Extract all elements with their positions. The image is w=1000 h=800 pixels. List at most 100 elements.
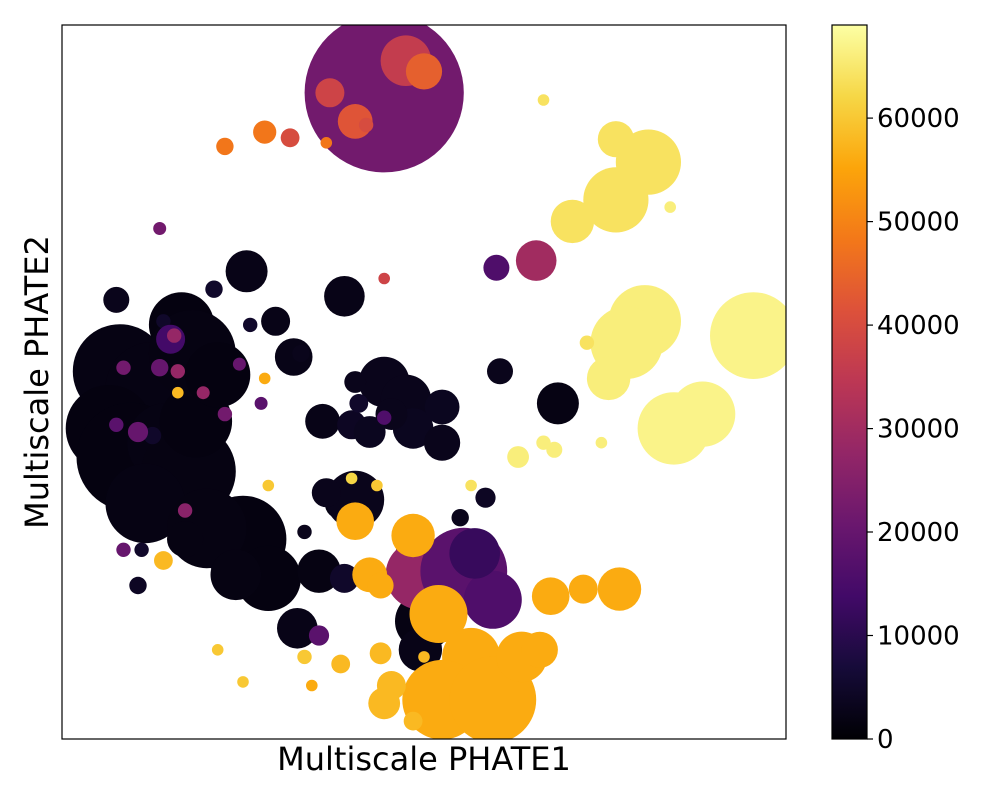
scatter-point <box>595 436 608 449</box>
scatter-point <box>531 577 570 615</box>
colorbar-tick-label: 0 <box>877 725 894 755</box>
colorbar-tick-label: 40000 <box>877 311 960 341</box>
colorbar-tick-label: 20000 <box>877 518 960 548</box>
scatter-point <box>583 167 649 233</box>
colorbar-tick-label: 50000 <box>877 208 960 238</box>
scatter-point <box>177 503 193 518</box>
scatter-point <box>586 356 631 401</box>
scatter-point <box>253 120 277 144</box>
scatter-point <box>170 364 185 379</box>
scatter-point <box>103 286 130 313</box>
y-axis-label: Multiscale PHATE2 <box>18 235 56 529</box>
colorbar-tick-label: 30000 <box>877 415 960 445</box>
scatter-point <box>465 479 477 492</box>
scatter-point <box>216 137 234 156</box>
scatter-point <box>329 563 359 593</box>
scatter-point <box>154 551 173 570</box>
scatter-point <box>232 357 246 371</box>
scatter-point <box>156 314 171 329</box>
scatter-point <box>546 441 563 458</box>
scatter-point <box>305 403 340 439</box>
scatter-point <box>258 372 271 385</box>
scatter-point <box>167 521 204 558</box>
scatter-point <box>237 676 249 688</box>
scatter-point <box>369 642 392 665</box>
scatter-point <box>308 625 330 646</box>
scatter-point <box>277 608 318 649</box>
scatter-point <box>637 392 710 465</box>
scatter-point <box>536 382 579 425</box>
plot-area <box>61 24 787 740</box>
scatter-point <box>487 358 513 385</box>
scatter-point <box>320 137 333 149</box>
x-axis-label: Multiscale PHATE1 <box>277 740 571 778</box>
scatter-point <box>579 335 595 350</box>
scatter-points <box>65 25 786 739</box>
colorbar-tick-label: 10000 <box>877 622 960 652</box>
scatter-point <box>664 201 676 213</box>
scatter-point <box>349 394 369 413</box>
scatter-point <box>210 549 262 601</box>
scatter-point <box>185 342 251 408</box>
scatter-point <box>483 254 510 281</box>
scatter-point <box>254 396 268 410</box>
scatter-point <box>475 487 496 508</box>
scatter-point <box>172 386 184 399</box>
scatter-point <box>597 567 642 611</box>
scatter-point <box>537 94 550 106</box>
scatter-point <box>507 446 529 468</box>
scatter-point <box>536 435 551 450</box>
scatter-point <box>315 78 345 108</box>
scatter-point <box>368 687 401 720</box>
scatter-point <box>353 416 386 448</box>
scatter-point <box>345 472 358 485</box>
scatter-point <box>153 222 167 235</box>
scatter-point <box>261 306 291 336</box>
scatter-point <box>409 585 468 643</box>
scatter-point <box>424 389 460 425</box>
scatter-point <box>297 524 312 540</box>
scatter-point <box>405 53 443 90</box>
colorbar-gradient <box>832 25 867 739</box>
scatter-point <box>292 344 310 363</box>
scatter-point <box>297 549 341 593</box>
scatter-point <box>196 386 210 400</box>
colorbar-ticks: 0 10000 20000 30000 40000 50000 60000 <box>867 104 960 755</box>
scatter-point <box>449 528 501 579</box>
scatter-point <box>143 426 162 445</box>
scatter-point <box>217 406 233 422</box>
scatter-point <box>358 117 374 133</box>
scatter-point <box>418 651 430 663</box>
scatter-point <box>568 574 598 604</box>
scatter-point <box>344 371 367 393</box>
scatter-point <box>243 317 258 333</box>
scatter-point <box>280 128 300 148</box>
scatter-point <box>116 542 131 557</box>
plot-frame <box>61 24 787 740</box>
scatter-point <box>297 649 312 665</box>
scatter-point <box>331 654 351 674</box>
scatter-point <box>109 417 124 432</box>
scatter-point <box>129 576 147 595</box>
colorbar: 0 10000 20000 30000 40000 50000 60000 <box>831 24 960 755</box>
colorbar-tick-label: 60000 <box>877 104 960 134</box>
scatter-point <box>378 272 391 285</box>
colorbar-frame <box>831 24 868 740</box>
scatter-point <box>371 479 383 492</box>
scatter-point <box>391 513 435 558</box>
scatter-point <box>205 280 223 298</box>
scatter-point <box>306 679 318 692</box>
scatter-point <box>262 479 275 492</box>
scatter-point <box>324 276 365 317</box>
scatter-point <box>521 631 558 668</box>
scatter-point <box>367 572 394 599</box>
scatter-point <box>463 570 522 629</box>
scatter-point <box>377 410 392 425</box>
scatter-point <box>710 292 786 379</box>
scatter-point <box>105 463 186 544</box>
scatter-point <box>424 424 461 461</box>
scatter-point <box>336 502 375 540</box>
scatter-point <box>451 509 469 527</box>
scatter-point <box>134 542 149 557</box>
